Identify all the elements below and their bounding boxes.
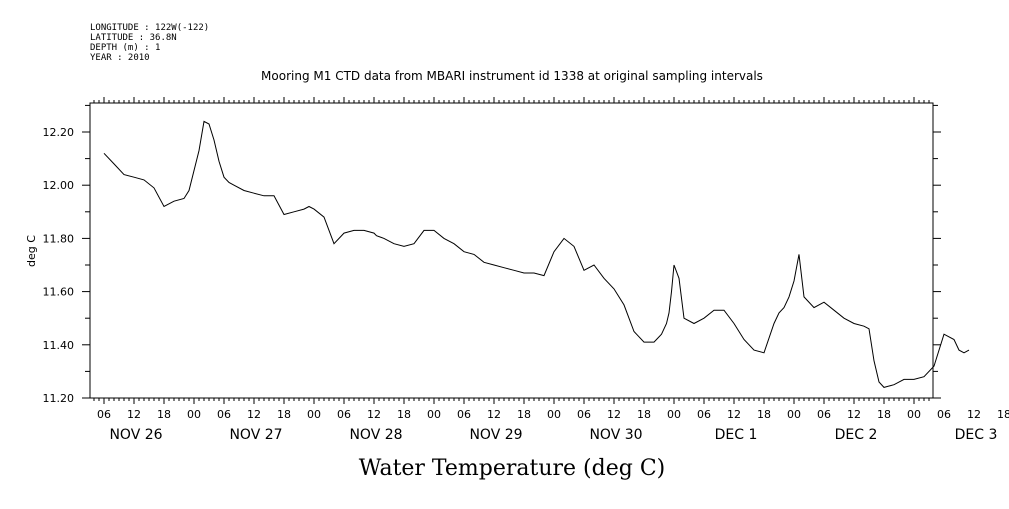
- x-tick-label: 06: [97, 408, 111, 421]
- x-axis-tick-labels: 06 12 18 00 06 12 18 00 06 12 18 00 06 12 18 00 06 12 18 00…: [97, 408, 1009, 421]
- x-day-label: NOV 26: [109, 427, 162, 443]
- plot-frame: [89, 102, 934, 399]
- x-tick-label: 12: [847, 408, 861, 421]
- x-tick-label: 12: [247, 408, 261, 421]
- x-tick-label: 06: [457, 408, 471, 421]
- x-tick-label: 00: [667, 408, 681, 421]
- x-tick-label: 18: [757, 408, 771, 421]
- x-day-label: NOV 29: [469, 427, 522, 443]
- x-tick-label: 18: [277, 408, 291, 421]
- x-day-label: DEC 1: [715, 427, 758, 443]
- x-day-label: NOV 27: [229, 427, 282, 443]
- x-day-label: NOV 30: [589, 427, 642, 443]
- x-tick-label: 12: [607, 408, 621, 421]
- x-tick-label: 12: [727, 408, 741, 421]
- y-tick-label: 11.80: [43, 232, 75, 245]
- x-tick-label: 18: [637, 408, 651, 421]
- x-day-label: NOV 28: [349, 427, 402, 443]
- depth-text: DEPTH (m) : 1: [90, 43, 160, 53]
- year-text: YEAR : 2010: [90, 53, 150, 63]
- x-tick-label: 12: [487, 408, 501, 421]
- x-tick-label: 18: [517, 408, 531, 421]
- x-tick-label: 12: [127, 408, 141, 421]
- x-tick-label: 06: [817, 408, 831, 421]
- x-tick-label: 00: [307, 408, 321, 421]
- y-tick-label: 12.20: [43, 126, 75, 139]
- y-tick-label: 12.00: [43, 179, 75, 192]
- x-tick-label: 00: [787, 408, 801, 421]
- x-tick-label: 06: [937, 408, 951, 421]
- series-line-water-temperature: [103, 120, 970, 388]
- x-tick-label: 12: [367, 408, 381, 421]
- x-tick-label: 18: [157, 408, 171, 421]
- y-axis-label: deg C: [25, 235, 38, 267]
- x-tick-label: 06: [697, 408, 711, 421]
- x-tick-label: 00: [187, 408, 201, 421]
- x-tick-label: 06: [577, 408, 591, 421]
- axis-ticks: [82, 97, 941, 404]
- x-tick-label: 00: [427, 408, 441, 421]
- y-tick-label: 11.40: [43, 339, 75, 352]
- x-tick-label: 18: [877, 408, 891, 421]
- x-tick-label: 18: [397, 408, 411, 421]
- x-tick-label: 12: [967, 408, 981, 421]
- x-axis-day-labels: NOV 26 NOV 27 NOV 28 NOV 29 NOV 30 DEC 1 DEC 2…: [109, 427, 997, 443]
- x-day-label: DEC 2: [835, 427, 878, 443]
- x-tick-label: 06: [217, 408, 231, 421]
- metadata-block: LONGITUDE : 122W(-122) LATITUDE : 36.8N …: [90, 23, 209, 63]
- x-day-label: DEC 3: [955, 427, 998, 443]
- y-axis-tick-labels: 11.20 11.40 11.60 11.80 12.00 12.20: [43, 126, 75, 405]
- x-tick-label: 00: [547, 408, 561, 421]
- y-tick-label: 11.20: [43, 392, 75, 405]
- x-tick-label: 18: [997, 408, 1009, 421]
- x-tick-label: 00: [907, 408, 921, 421]
- y-tick-label: 11.60: [43, 286, 75, 299]
- longitude-text: LONGITUDE : 122W(-122): [90, 23, 209, 33]
- latitude-text: LATITUDE : 36.8N: [90, 33, 177, 43]
- x-tick-label: 06: [337, 408, 351, 421]
- x-axis-label: Water Temperature (deg C): [359, 456, 666, 481]
- chart-title: Mooring M1 CTD data from MBARI instrumen…: [261, 69, 763, 83]
